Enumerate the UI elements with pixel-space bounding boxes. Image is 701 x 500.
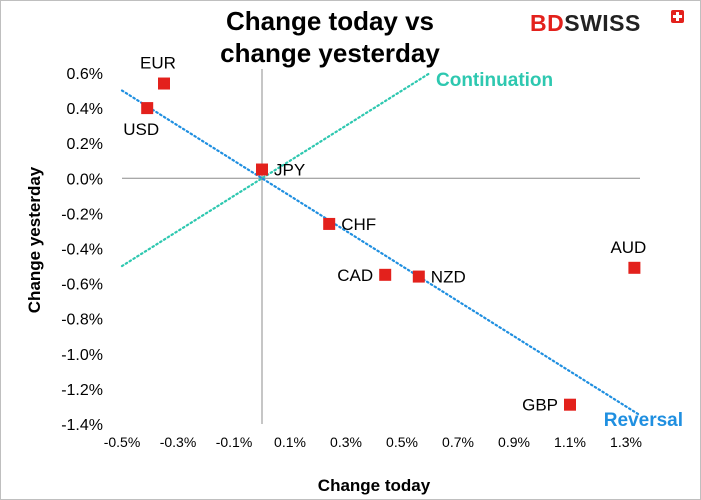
y-tick-label: -0.2% (61, 206, 103, 223)
point-marker-jpy (256, 163, 268, 176)
bdswiss-logo: BDSWISS (530, 10, 690, 36)
point-marker-cad (379, 268, 392, 281)
point-marker-usd (141, 102, 154, 115)
y-tick-label: -0.4% (61, 242, 103, 259)
chart-title-line-2: change yesterday (220, 38, 440, 68)
point-marker-gbp (564, 398, 576, 411)
y-tick-label: 0.6% (67, 66, 103, 83)
trend-label-continuation: Continuation (436, 70, 553, 91)
x-tick-label: -0.5% (104, 434, 141, 450)
x-tick-label: 0.1% (274, 434, 306, 450)
x-axis-title: Change today (318, 476, 431, 495)
x-tick-label: 0.3% (330, 434, 362, 450)
y-tick-label: 0.0% (67, 171, 103, 188)
trend-line-continuation (120, 71, 432, 268)
y-tick-label: -0.6% (61, 277, 103, 294)
point-label-cad: CAD (337, 266, 373, 285)
y-tick-label: -1.4% (61, 417, 103, 434)
point-label-aud: AUD (610, 238, 646, 257)
logo-text-swiss: SWISS (564, 10, 641, 36)
y-tick-label: 0.4% (67, 101, 103, 118)
x-tick-label: 0.5% (386, 434, 418, 450)
axes (122, 69, 640, 424)
x-tick-label: 0.9% (498, 434, 530, 450)
swiss-cross-icon (671, 10, 684, 23)
point-label-chf: CHF (341, 215, 376, 234)
y-axis-ticks: 0.6% 0.4% 0.2% 0.0% -0.2% -0.4% -0.6% -0.8% -1.0… (61, 66, 103, 434)
y-tick-label: 0.2% (67, 136, 103, 153)
y-tick-label: -0.8% (61, 312, 103, 329)
point-label-usd: USD (123, 120, 159, 139)
point-label-eur: EUR (140, 54, 176, 73)
y-tick-label: -1.2% (61, 382, 103, 399)
x-tick-label: -0.1% (216, 434, 253, 450)
x-tick-label: 0.7% (442, 434, 474, 450)
trend-label-reversal: Reversal (604, 410, 683, 431)
y-tick-label: -1.0% (61, 347, 103, 364)
x-tick-label: 1.3% (610, 434, 642, 450)
point-marker-aud (628, 261, 641, 274)
chart-title-line-1: Change today vs (225, 6, 435, 36)
x-tick-label: 1.1% (554, 434, 586, 450)
point-label-jpy: JPY (274, 161, 305, 180)
trend-lines: Continuation Reversal (120, 70, 683, 431)
data-points: EUR USD JPY CHF CAD NZD AUD GBP (123, 54, 646, 415)
point-label-gbp: GBP (522, 396, 558, 415)
trend-line-reversal (120, 89, 642, 417)
point-marker-eur (158, 77, 170, 90)
y-axis-title: Change yesterday (25, 166, 44, 313)
point-marker-nzd (412, 270, 425, 283)
x-axis-ticks: -0.5% -0.3% -0.1% 0.1% 0.3% 0.5% 0.7% 0.9% 1.1% 1… (104, 434, 642, 450)
point-label-nzd: NZD (431, 268, 466, 287)
logo-text-bd: BD (530, 10, 565, 36)
point-marker-chf (323, 217, 336, 230)
x-tick-label: -0.3% (160, 434, 197, 450)
